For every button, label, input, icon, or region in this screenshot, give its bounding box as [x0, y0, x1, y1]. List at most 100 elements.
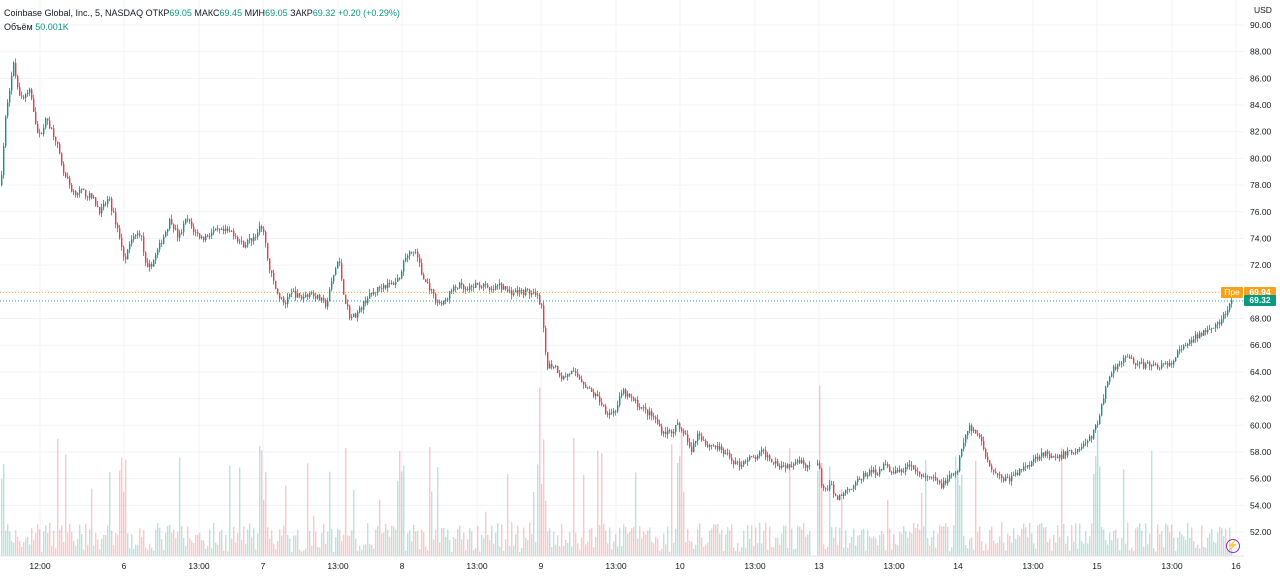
candle-body — [687, 434, 689, 443]
volume-bar — [1223, 535, 1225, 556]
candle-body — [1, 175, 3, 186]
candle-body — [477, 282, 479, 285]
volume-bar — [771, 546, 773, 556]
volume-bar — [1049, 538, 1051, 556]
volume-bar — [1213, 541, 1215, 556]
volume-bar — [761, 543, 763, 556]
volume-bar — [1209, 533, 1211, 556]
volume-bar — [463, 532, 465, 556]
volume-label[interactable]: Объём — [4, 22, 33, 32]
volume-bar — [381, 533, 383, 556]
volume-bar — [847, 547, 849, 556]
volume-bar — [299, 549, 301, 556]
volume-bar — [1183, 536, 1185, 556]
candle-body — [77, 193, 79, 195]
volume-bar — [799, 526, 801, 556]
volume-bar — [1147, 544, 1149, 556]
candle-body — [609, 412, 611, 415]
candle-body — [419, 257, 421, 264]
volume-bar — [701, 537, 703, 556]
volume-bar — [15, 530, 17, 556]
volume-bar — [617, 546, 619, 556]
candle-body — [957, 470, 959, 473]
candle-body — [985, 449, 987, 457]
volume-bar — [141, 536, 143, 556]
volume-bar — [841, 488, 843, 556]
change-value: +0.20 (+0.29%) — [337, 8, 400, 18]
candle-body — [503, 286, 505, 290]
candle-body — [771, 459, 773, 462]
volume-bar — [919, 529, 921, 556]
candle-body — [343, 279, 345, 295]
candle-body — [235, 236, 237, 238]
volume-bar — [1211, 528, 1213, 556]
volume-bar — [541, 484, 543, 556]
candle-body — [281, 297, 283, 299]
lightning-icon[interactable]: ⚡ — [1226, 539, 1240, 553]
volume-bar — [881, 530, 883, 556]
time-tick-label: 13:00 — [883, 561, 905, 571]
volume-bar — [1119, 550, 1121, 556]
candle-body — [103, 203, 105, 208]
candle-body — [35, 111, 37, 124]
candle-body — [119, 228, 121, 238]
candle-body — [1005, 476, 1007, 481]
price-axis[interactable]: 90.00 88.00 86.00 84.00 82.00 80.00 78.00 76.00… — [1250, 20, 1272, 537]
candle-body — [629, 393, 631, 397]
candle-body — [1217, 322, 1219, 325]
candle-body — [967, 431, 969, 436]
candle-body — [1101, 404, 1103, 416]
symbol-name[interactable]: Coinbase Global, Inc., 5, NASDAQ — [4, 8, 144, 18]
volume-bar — [665, 544, 667, 556]
candle-body — [767, 455, 769, 458]
candle-body — [987, 456, 989, 461]
time-tick-label: 7 — [261, 561, 266, 571]
volume-bar — [387, 529, 389, 556]
volume-bar — [599, 524, 601, 556]
volume-bar — [563, 545, 565, 556]
candle-body — [749, 456, 751, 460]
volume-bar — [839, 527, 841, 556]
volume-bar — [63, 541, 65, 556]
time-axis[interactable]: 12:00 6 13:00 7 13:00 8 13:00 9 13:00 10 13:00 13 13… — [0, 555, 1244, 571]
premarket-price-label: 69.94 — [1244, 287, 1276, 299]
candle-body — [269, 258, 271, 271]
candle-body — [673, 432, 675, 434]
volume-bar — [743, 530, 745, 556]
volume-bar — [1123, 469, 1125, 556]
candle-body — [101, 207, 103, 214]
volume-bar — [397, 480, 399, 556]
volume-bar — [983, 550, 985, 556]
volume-bar — [739, 551, 741, 556]
volume-bar — [281, 535, 283, 556]
volume-bar — [307, 463, 309, 556]
candle-body — [865, 472, 867, 477]
candle-body — [395, 281, 397, 285]
candle-body — [257, 232, 259, 238]
candle-body — [261, 226, 263, 229]
volume-bar — [1039, 523, 1041, 556]
candle-body — [317, 294, 319, 299]
volume-bar — [735, 551, 737, 556]
candle-body — [905, 466, 907, 472]
candle-body — [901, 469, 903, 472]
volume-bar — [169, 524, 171, 556]
volume-bar — [585, 544, 587, 556]
volume-bar — [691, 541, 693, 556]
volume-bar — [537, 464, 539, 556]
volume-bar — [619, 527, 621, 556]
volume-bar — [683, 491, 685, 556]
price-tick-label: 62.00 — [1250, 394, 1272, 404]
candle-body — [735, 461, 737, 464]
volume-bar — [325, 543, 327, 556]
candle-body — [7, 102, 9, 117]
volume-bar — [255, 549, 257, 556]
volume-bar — [163, 550, 165, 556]
candle-body — [867, 474, 869, 477]
candle-body — [827, 488, 829, 490]
candle-body — [275, 280, 277, 289]
volume-bar — [893, 534, 895, 556]
volume-bar — [467, 539, 469, 556]
volume-bar — [37, 524, 39, 556]
